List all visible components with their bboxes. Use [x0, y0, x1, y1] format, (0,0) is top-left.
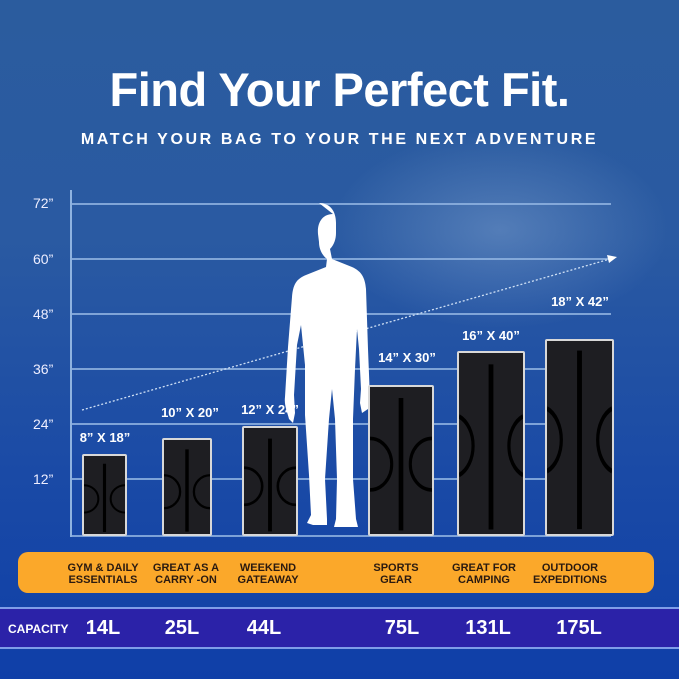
page-subtitle: MATCH YOUR BAG TO YOUR THE NEXT ADVENTUR… [80, 131, 599, 148]
use-case-label: GREAT FOR CAMPING [452, 562, 516, 586]
bag-size-label: 12” X 24” [241, 402, 299, 417]
use-case-label: GREAT AS A CARRY -ON [152, 562, 220, 586]
bag-131l [457, 351, 525, 536]
bag-size-label: 8” X 18” [79, 430, 131, 445]
gridline [71, 258, 611, 260]
bag-size-label: 18” X 42” [551, 294, 609, 309]
bag-75l [368, 385, 434, 536]
capacity-band [0, 607, 679, 649]
capacity-value: 14L [85, 617, 121, 639]
bag-175l [545, 339, 614, 536]
y-tick: 48” [33, 306, 54, 322]
capacity-value: 131L [465, 617, 511, 639]
baseline [71, 535, 611, 537]
y-tick: 60” [33, 251, 54, 267]
y-tick: 12” [33, 471, 54, 487]
bag-size-label: 16” X 40” [462, 328, 520, 343]
use-case-label: GYM & DAILY ESSENTIALS [67, 562, 139, 586]
capacity-value: 75L [384, 617, 420, 639]
y-tick: 24” [33, 416, 54, 432]
use-case-band [18, 552, 654, 593]
capacity-label: CAPACITY [8, 622, 69, 636]
bag-14l [82, 454, 127, 536]
capacity-value: 25L [164, 617, 200, 639]
bag-44l [242, 426, 298, 536]
use-case-label: OUTDOOR EXPEDITIONS [533, 562, 607, 586]
sky-glow [330, 130, 670, 330]
use-case-label: WEEKEND GATEAWAY [237, 562, 299, 586]
bag-size-label: 10” X 20” [161, 405, 219, 420]
gridline [71, 203, 611, 205]
bag-25l [162, 438, 212, 536]
y-tick: 36” [33, 361, 54, 377]
use-case-label: SPORTS GEAR [373, 562, 419, 586]
capacity-value: 175L [556, 617, 602, 639]
y-tick: 72” [33, 195, 54, 211]
capacity-value: 44L [246, 617, 282, 639]
y-axis [70, 190, 72, 537]
page-title: Find Your Perfect Fit. [109, 63, 570, 116]
bag-size-label: 14” X 30” [378, 350, 436, 365]
